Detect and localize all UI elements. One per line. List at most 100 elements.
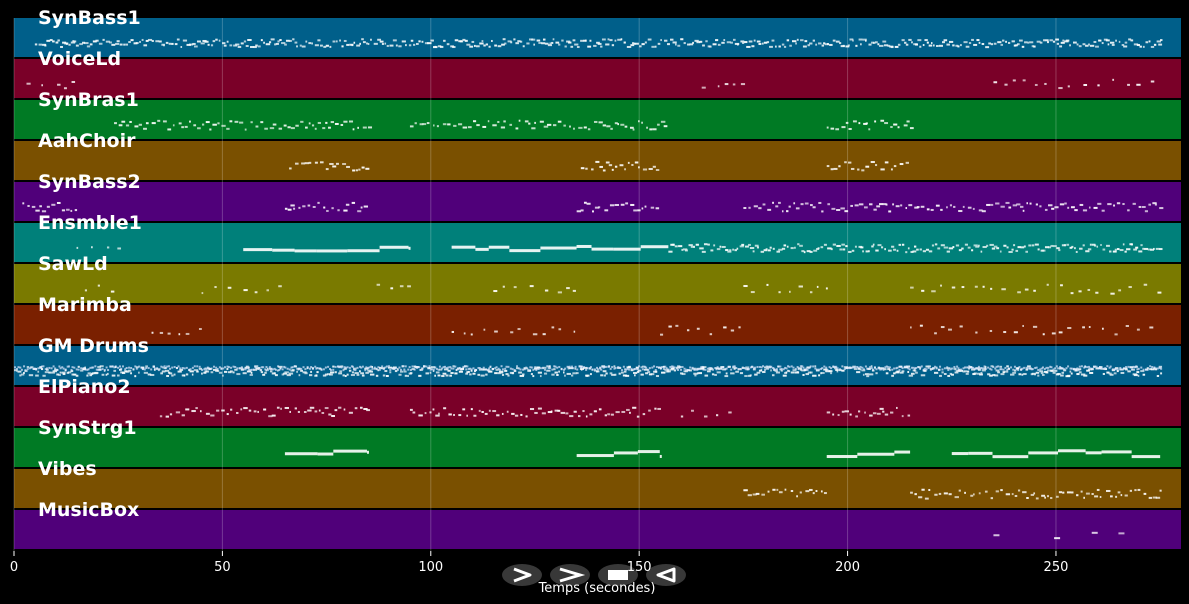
note — [466, 43, 471, 46]
note — [1079, 247, 1083, 250]
note — [839, 42, 842, 45]
note — [689, 366, 692, 369]
note — [821, 367, 824, 370]
note — [1140, 366, 1143, 369]
note — [845, 367, 848, 370]
note — [81, 368, 84, 371]
note — [1082, 209, 1088, 212]
note — [961, 286, 965, 289]
note — [549, 365, 551, 368]
note — [943, 39, 948, 42]
note — [551, 373, 555, 376]
note — [189, 368, 192, 371]
note — [121, 371, 126, 374]
note — [324, 407, 329, 410]
note — [1022, 79, 1026, 82]
note — [1055, 365, 1058, 368]
note — [1159, 489, 1162, 492]
note — [240, 42, 244, 45]
note — [173, 366, 176, 369]
note — [936, 45, 939, 48]
note — [991, 247, 996, 250]
note — [807, 44, 810, 47]
note — [609, 204, 615, 207]
note — [924, 39, 928, 42]
note — [105, 373, 108, 376]
note — [1022, 491, 1027, 494]
note — [600, 374, 604, 377]
note — [997, 365, 1000, 368]
note — [746, 368, 749, 371]
note — [812, 206, 816, 209]
note — [311, 367, 314, 370]
note — [880, 119, 885, 122]
note — [276, 406, 280, 409]
note — [186, 43, 191, 46]
note — [1074, 209, 1078, 212]
note — [796, 371, 799, 374]
note — [56, 369, 59, 372]
note — [237, 45, 242, 48]
note — [916, 206, 920, 209]
note — [287, 126, 291, 129]
note — [805, 373, 810, 376]
note — [182, 39, 188, 42]
note — [976, 367, 979, 370]
note — [124, 368, 127, 371]
note — [700, 366, 703, 369]
note — [63, 87, 67, 90]
stop-button[interactable] — [598, 564, 638, 586]
note — [802, 45, 807, 48]
note — [754, 244, 759, 247]
note — [198, 367, 203, 370]
note — [454, 39, 459, 42]
note — [550, 410, 553, 413]
note — [285, 39, 290, 42]
rewind-button[interactable] — [646, 564, 686, 586]
note — [1027, 365, 1031, 368]
note — [576, 372, 579, 375]
note — [318, 367, 321, 370]
note — [786, 245, 789, 248]
note — [1150, 80, 1155, 83]
note — [310, 366, 313, 369]
note — [701, 365, 704, 368]
note — [1039, 368, 1042, 371]
note — [957, 45, 960, 48]
note — [1067, 365, 1070, 368]
note — [983, 365, 986, 368]
note — [818, 368, 821, 371]
note — [396, 367, 399, 370]
note — [450, 372, 454, 375]
note — [927, 366, 930, 369]
note — [778, 45, 781, 48]
note — [413, 368, 416, 371]
note — [1052, 371, 1056, 374]
note — [766, 366, 769, 369]
note — [708, 366, 711, 369]
note — [244, 368, 247, 371]
note — [1037, 248, 1040, 251]
note — [50, 367, 53, 370]
note — [857, 168, 860, 171]
note — [200, 42, 205, 45]
note — [756, 365, 759, 368]
play-button[interactable] — [502, 564, 542, 586]
forward-button[interactable] — [550, 564, 590, 586]
note — [601, 365, 604, 368]
playback-controls[interactable] — [502, 564, 686, 586]
note — [1007, 367, 1010, 370]
note — [980, 371, 983, 374]
note — [1033, 492, 1036, 495]
note — [544, 42, 549, 45]
track-notes — [84, 283, 1162, 295]
note — [236, 411, 239, 414]
note — [1007, 41, 1011, 44]
note — [976, 372, 980, 375]
note — [458, 123, 463, 126]
note — [346, 366, 349, 369]
note — [749, 366, 752, 369]
note — [1088, 326, 1091, 329]
note — [26, 82, 31, 85]
note — [1129, 489, 1133, 492]
